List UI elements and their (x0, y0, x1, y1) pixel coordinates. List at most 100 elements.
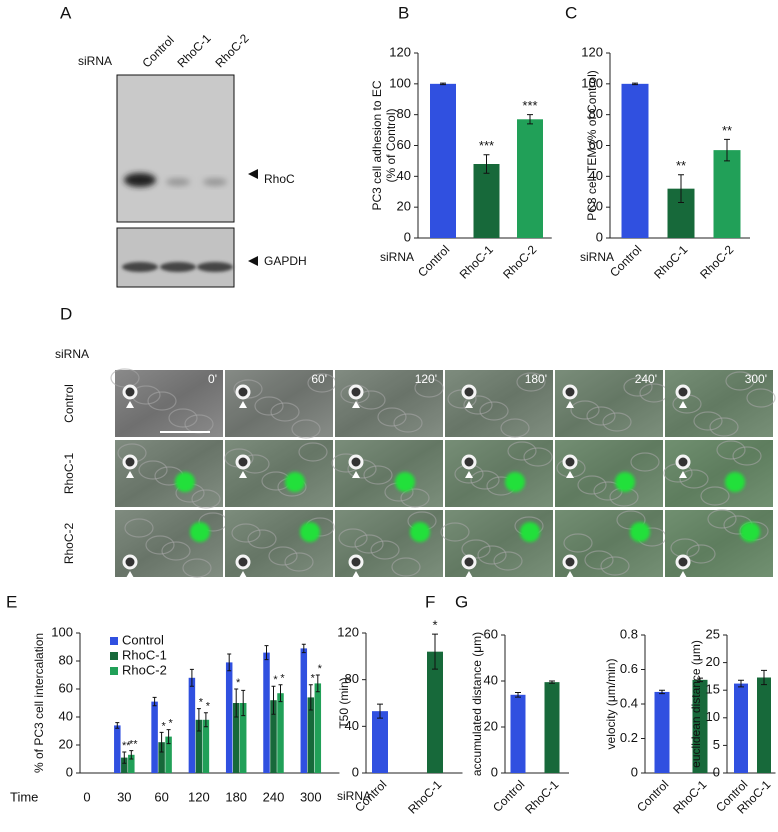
error-bar (203, 712, 208, 728)
cell-ring (461, 554, 477, 570)
cell (191, 489, 221, 509)
cell (477, 545, 507, 565)
y-tick-label: 100 (389, 75, 411, 90)
tint (225, 440, 333, 507)
cell-ring (348, 384, 364, 400)
cell (584, 550, 614, 570)
y-tick-label: 120 (389, 44, 411, 59)
cell (247, 529, 277, 549)
y-axis-label: % of PC3 cell intercalation (32, 633, 46, 773)
arrowhead (248, 256, 258, 266)
y-tick-label: 40 (397, 168, 411, 183)
y-tick-label: 15 (706, 682, 720, 697)
cell (138, 460, 168, 480)
y-tick-label: 20 (589, 199, 603, 214)
x-tick-label: 240 (263, 789, 285, 804)
x-tick-label: RhoC-2 (500, 242, 539, 281)
arrowhead (566, 401, 574, 408)
green-cell (410, 522, 430, 542)
green-cell (740, 522, 760, 542)
x-tick-label: RhoC-1 (651, 242, 690, 281)
cell (470, 470, 500, 490)
cell (725, 371, 755, 391)
frame (115, 440, 223, 507)
arrowhead (239, 571, 247, 578)
significance: ** (676, 158, 686, 173)
cell-ring (235, 454, 251, 470)
y-tick-label: 120 (581, 44, 603, 59)
y-tick-label: 40 (59, 708, 73, 723)
blot-prefix: siRNA (78, 54, 112, 68)
y-tick-label: 0 (713, 764, 720, 779)
y-tick-label: 80 (345, 671, 359, 686)
significance: * (161, 720, 166, 732)
error-bar (724, 138, 730, 162)
bar (430, 83, 456, 238)
tint (115, 440, 223, 507)
legend-swatch (110, 652, 118, 660)
y-tick-label: 0.8 (620, 626, 638, 641)
green-cell (300, 522, 320, 542)
y-tick-label: 100 (581, 75, 603, 90)
bar (510, 694, 526, 773)
frame (555, 440, 663, 507)
cell (147, 391, 177, 411)
panel-label: A (60, 3, 72, 22)
frame (115, 370, 223, 437)
band (203, 178, 227, 186)
bar (372, 711, 388, 773)
x-prefix: siRNA (337, 789, 371, 803)
cell-ring (348, 454, 364, 470)
cell (284, 552, 314, 572)
panel-label: D (60, 304, 72, 323)
arrowhead (239, 401, 247, 408)
y-axis-label: PC3 cell adhesion to EC (370, 80, 384, 210)
y-tick-label: 60 (59, 680, 73, 695)
cell (338, 528, 368, 548)
y-tick-label: 120 (337, 624, 359, 639)
y-tick-label: 20 (706, 654, 720, 669)
panel-label: C (565, 3, 577, 22)
arrowhead (126, 471, 134, 478)
error-bar (483, 154, 490, 174)
bar (158, 742, 165, 773)
bar (232, 703, 240, 773)
error-bar (549, 680, 555, 684)
y-tick-label: 80 (59, 652, 73, 667)
green-cell (520, 522, 540, 542)
green-cell (395, 472, 415, 492)
bar (713, 150, 741, 238)
x-tick-label: 60 (154, 789, 168, 804)
y-axis-label: euclidean distance (μm) (689, 640, 703, 768)
y-tick-label: 0 (631, 764, 638, 779)
error-bar (115, 722, 120, 729)
row-label: Control (62, 384, 76, 423)
bar (128, 754, 135, 773)
error-bar (278, 684, 283, 703)
timelapse-prefix: siRNA (55, 347, 89, 361)
tint (445, 370, 553, 437)
cell (507, 441, 537, 461)
cell (356, 390, 386, 410)
bar (114, 725, 121, 773)
y-tick-label: 0 (596, 229, 603, 244)
y-tick-label: 80 (589, 106, 603, 121)
cell (370, 540, 400, 560)
bar (277, 693, 284, 773)
cell (270, 402, 300, 422)
y-axis-label: PC3 cell TEM (% of Control) (585, 70, 599, 221)
frame (555, 370, 663, 437)
significance: * (318, 663, 323, 675)
y-tick-label: 0 (491, 764, 498, 779)
y-tick-label: 60 (589, 137, 603, 152)
bar (121, 757, 128, 773)
significance: * (206, 701, 211, 713)
cell (700, 486, 730, 506)
x-tick-label: Control (490, 777, 527, 814)
error-bar (271, 685, 276, 715)
x-tick-label: RhoC-1 (522, 777, 561, 816)
bar (188, 677, 196, 773)
arrowhead (248, 169, 258, 179)
cell (746, 388, 776, 408)
